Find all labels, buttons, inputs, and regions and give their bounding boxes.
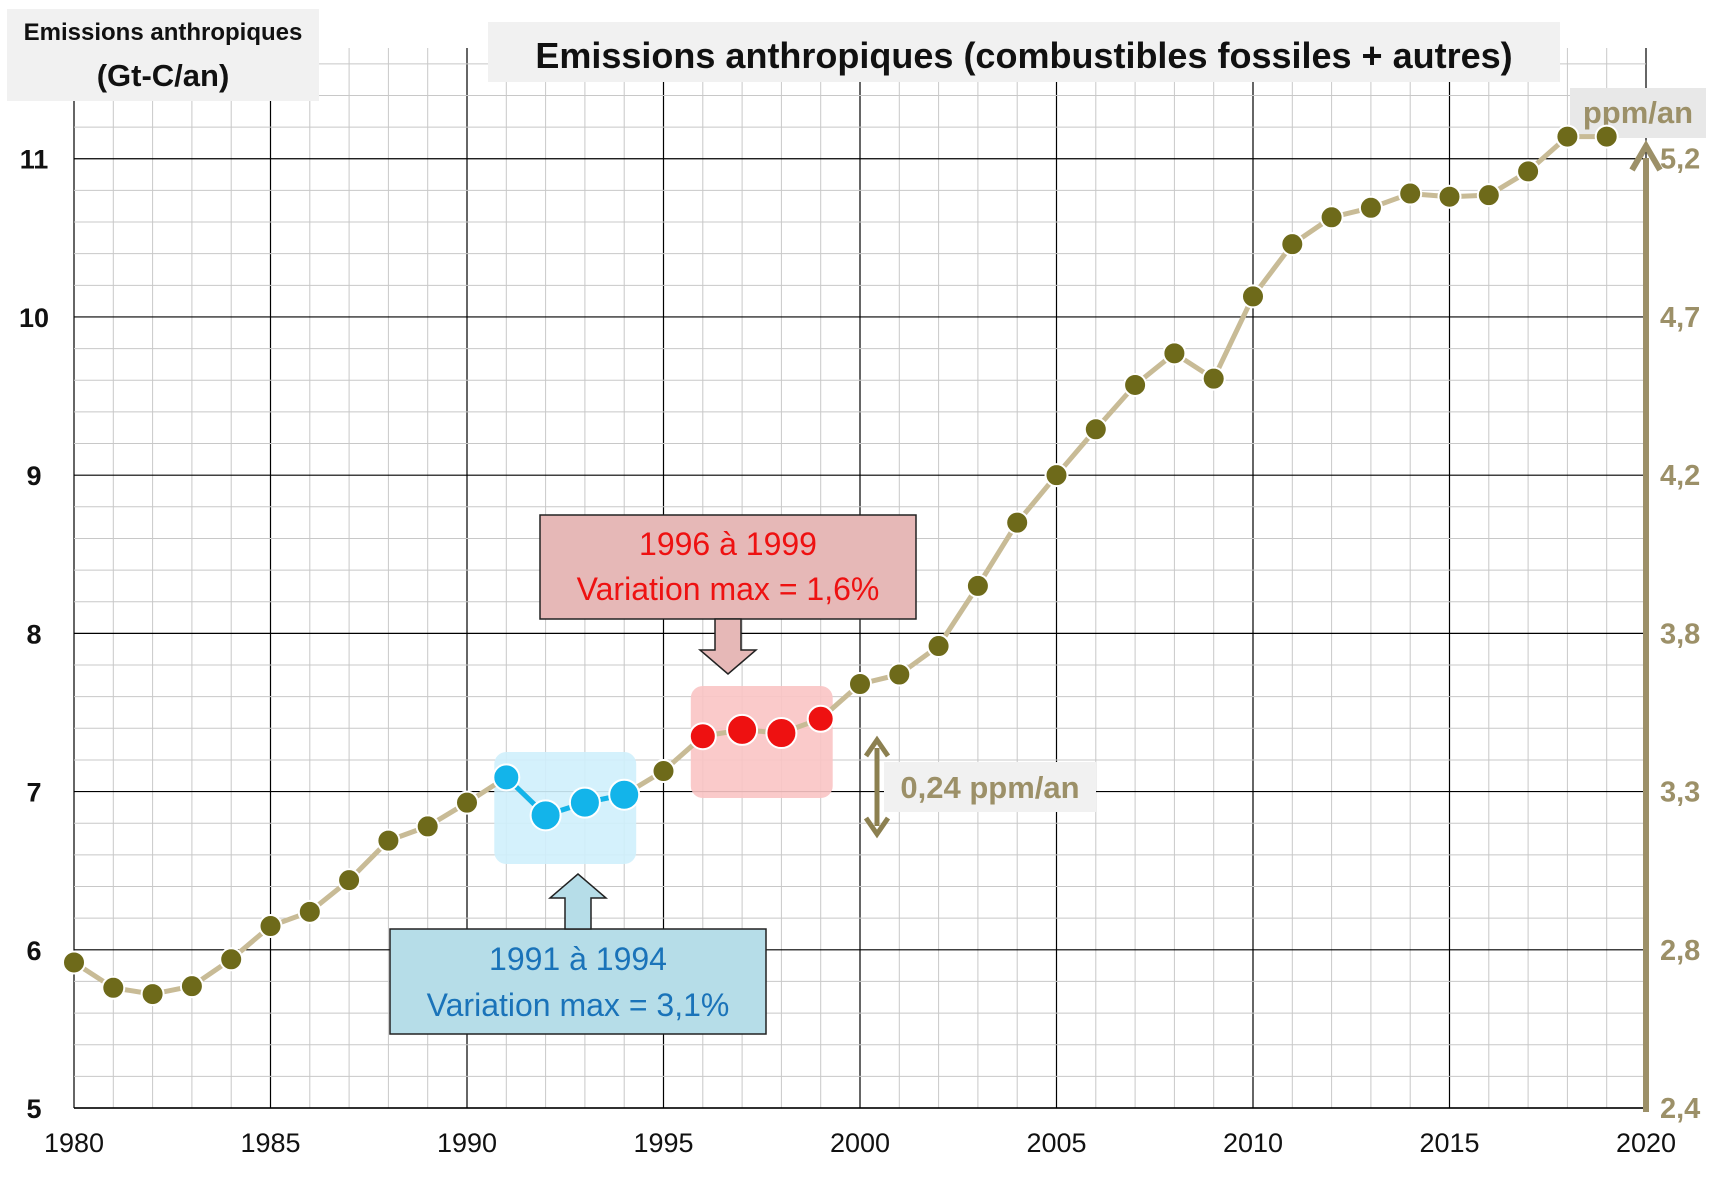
y2-tick-label: 3,3: [1660, 777, 1700, 809]
y-tick-label: 11: [20, 145, 49, 175]
data-point-blue: [608, 778, 641, 811]
blue-annotation-arrow: [547, 873, 609, 930]
data-point: [1241, 284, 1265, 309]
y2-tick-label: 2,4: [1660, 1093, 1700, 1125]
red-highlight-region: [690, 686, 833, 798]
data-points: [62, 124, 1619, 1007]
y2-axis-arrow-head: [1629, 140, 1663, 172]
red-annotation-arrow: [697, 618, 759, 675]
data-point: [455, 790, 479, 815]
y-axis-label-background: [7, 9, 319, 101]
data-point: [1358, 195, 1383, 220]
series-line: [72, 134, 1607, 997]
data-point: [415, 814, 440, 839]
data-point: [1280, 232, 1305, 257]
data-point: [1005, 510, 1030, 535]
data-point: [140, 982, 165, 1007]
blue-annotation-line2: Variation max = 3,1%: [427, 987, 730, 1023]
x-tick-label: 1980: [44, 1128, 104, 1158]
data-point: [219, 947, 244, 972]
data-point: [376, 828, 401, 853]
y2-tick-label: 5,2: [1660, 144, 1700, 176]
data-point: [1516, 159, 1541, 184]
data-point-red: [726, 713, 759, 746]
range-arrow-bottom: [863, 816, 891, 839]
y2-tick-label: 4,7: [1660, 302, 1700, 334]
data-point: [101, 975, 126, 1000]
y-axis-label-line1: Emissions anthropiques: [24, 19, 303, 46]
data-point: [1201, 366, 1226, 391]
data-point: [1123, 372, 1148, 397]
x-tick-label: 2015: [1419, 1128, 1479, 1158]
data-point-red: [765, 717, 798, 750]
y-tick-label: 9: [26, 461, 41, 491]
data-point: [337, 868, 362, 893]
y-tick-label: 10: [19, 303, 49, 333]
x-tick-label: 2005: [1026, 1128, 1086, 1158]
data-point: [1319, 205, 1344, 230]
title-background: [488, 22, 1560, 82]
y-tick-label: 7: [26, 778, 41, 808]
data-point-red: [688, 722, 717, 751]
data-point: [1083, 417, 1108, 442]
x-tick-label: 1995: [633, 1128, 693, 1158]
y2-tick-label: 2,8: [1660, 935, 1700, 967]
y-tick-label: 6: [26, 936, 41, 966]
x-tick-label: 2010: [1223, 1128, 1283, 1158]
range-arrow-top: [863, 735, 891, 758]
data-point: [179, 974, 204, 999]
axis-ticks: 1980 1985 1990 1995 2000 2005 2010 2015 2020 5 6 7 8…: [19, 144, 1700, 1158]
data-point: [651, 759, 676, 784]
data-point-blue: [568, 786, 601, 819]
data-point: [1044, 463, 1069, 488]
data-point-blue: [492, 763, 521, 792]
y2-tick-label: 4,2: [1660, 460, 1700, 492]
data-point-red: [806, 704, 835, 733]
y-axis-label-line2: (Gt-C/an): [97, 58, 230, 93]
x-tick-label: 1985: [240, 1128, 300, 1158]
x-tick-label: 2020: [1616, 1128, 1676, 1158]
y-tick-label: 5: [26, 1094, 41, 1124]
x-tick-label: 2000: [830, 1128, 890, 1158]
blue-annotation-line1: 1991 à 1994: [489, 941, 667, 977]
range-annotation: 0,24 ppm/an: [900, 770, 1079, 805]
y2-axis-label: ppm/an: [1583, 95, 1693, 130]
data-point: [848, 672, 872, 696]
y2-tick-label: 3,8: [1660, 618, 1700, 650]
data-point: [297, 899, 322, 924]
data-point-blue: [529, 799, 562, 832]
red-annotation-box: [539, 514, 917, 620]
y2-axis-label-background: [1570, 88, 1706, 138]
data-point: [1437, 184, 1462, 209]
data-point: [258, 914, 283, 939]
data-point: [1398, 181, 1423, 206]
data-point: [965, 573, 990, 598]
y-tick-label: 8: [26, 619, 41, 649]
data-point: [62, 950, 86, 975]
data-point: [1555, 124, 1580, 149]
red-annotation-line1: 1996 à 1999: [639, 526, 817, 562]
blue-series-segment: [504, 775, 625, 819]
data-point: [1594, 124, 1619, 149]
data-point: [887, 662, 912, 687]
range-annotation-background: [884, 762, 1096, 812]
red-annotation-line2: Variation max = 1,6%: [577, 571, 880, 607]
data-point: [926, 634, 951, 659]
x-tick-label: 1990: [437, 1128, 497, 1158]
data-point: [1162, 341, 1187, 366]
chart-title: Emissions anthropiques (combustibles fos…: [535, 35, 1512, 76]
data-point: [1476, 183, 1501, 208]
blue-annotation-box: [389, 928, 767, 1035]
